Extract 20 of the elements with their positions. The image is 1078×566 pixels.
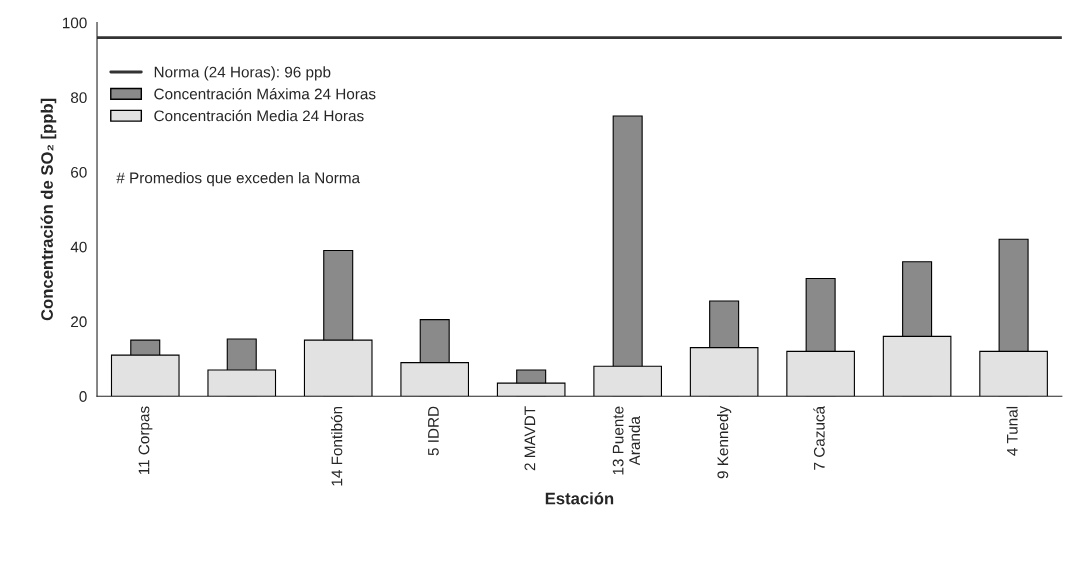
x-tick-label: 7 Cazucá — [813, 405, 825, 470]
x-tick-label: 2 MAVDT — [524, 406, 536, 471]
y-tick-label: 20 — [71, 316, 87, 328]
y-tick-label: 0 — [79, 391, 87, 402]
y-tick-label: 100 — [62, 17, 87, 29]
x-tick-label: 13 Puente Aranda — [612, 406, 640, 475]
y-tick-label: 40 — [70, 241, 87, 253]
y-tick-label: 60 — [71, 166, 87, 178]
annotation: # Promedios que exceden la Norma — [116, 172, 361, 187]
legend-label: Concentración Media 24 Horas — [154, 109, 364, 122]
y-tick-label: 80 — [70, 92, 87, 104]
legend-label: Norma (24 Horas): 96 ppb — [154, 66, 331, 81]
y-axis-title: Concentración de SO₂ [ppb] — [40, 98, 57, 321]
x-tick-label: 14 Fontibón — [330, 406, 343, 486]
x-tick-label: 5 IDRD — [428, 406, 439, 456]
x-tick-label: 9 Kennedy — [717, 405, 732, 479]
legend-label: Concentración Máxima 24 Horas — [154, 87, 376, 100]
x-tick-label: 4 Tunal — [1006, 406, 1018, 456]
x-axis-title: Estación — [545, 492, 614, 505]
x-tick-label: 11 Corpas — [138, 406, 153, 475]
